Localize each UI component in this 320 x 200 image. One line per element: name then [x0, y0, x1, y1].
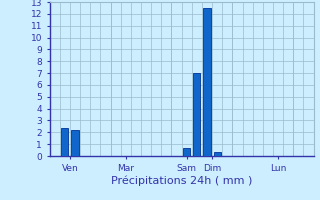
Bar: [71, 130, 78, 156]
X-axis label: Précipitations 24h ( mm ): Précipitations 24h ( mm ): [111, 175, 252, 186]
Bar: [183, 148, 190, 156]
Bar: [213, 152, 221, 156]
Bar: [204, 8, 211, 156]
Bar: [61, 128, 68, 156]
Bar: [193, 73, 200, 156]
